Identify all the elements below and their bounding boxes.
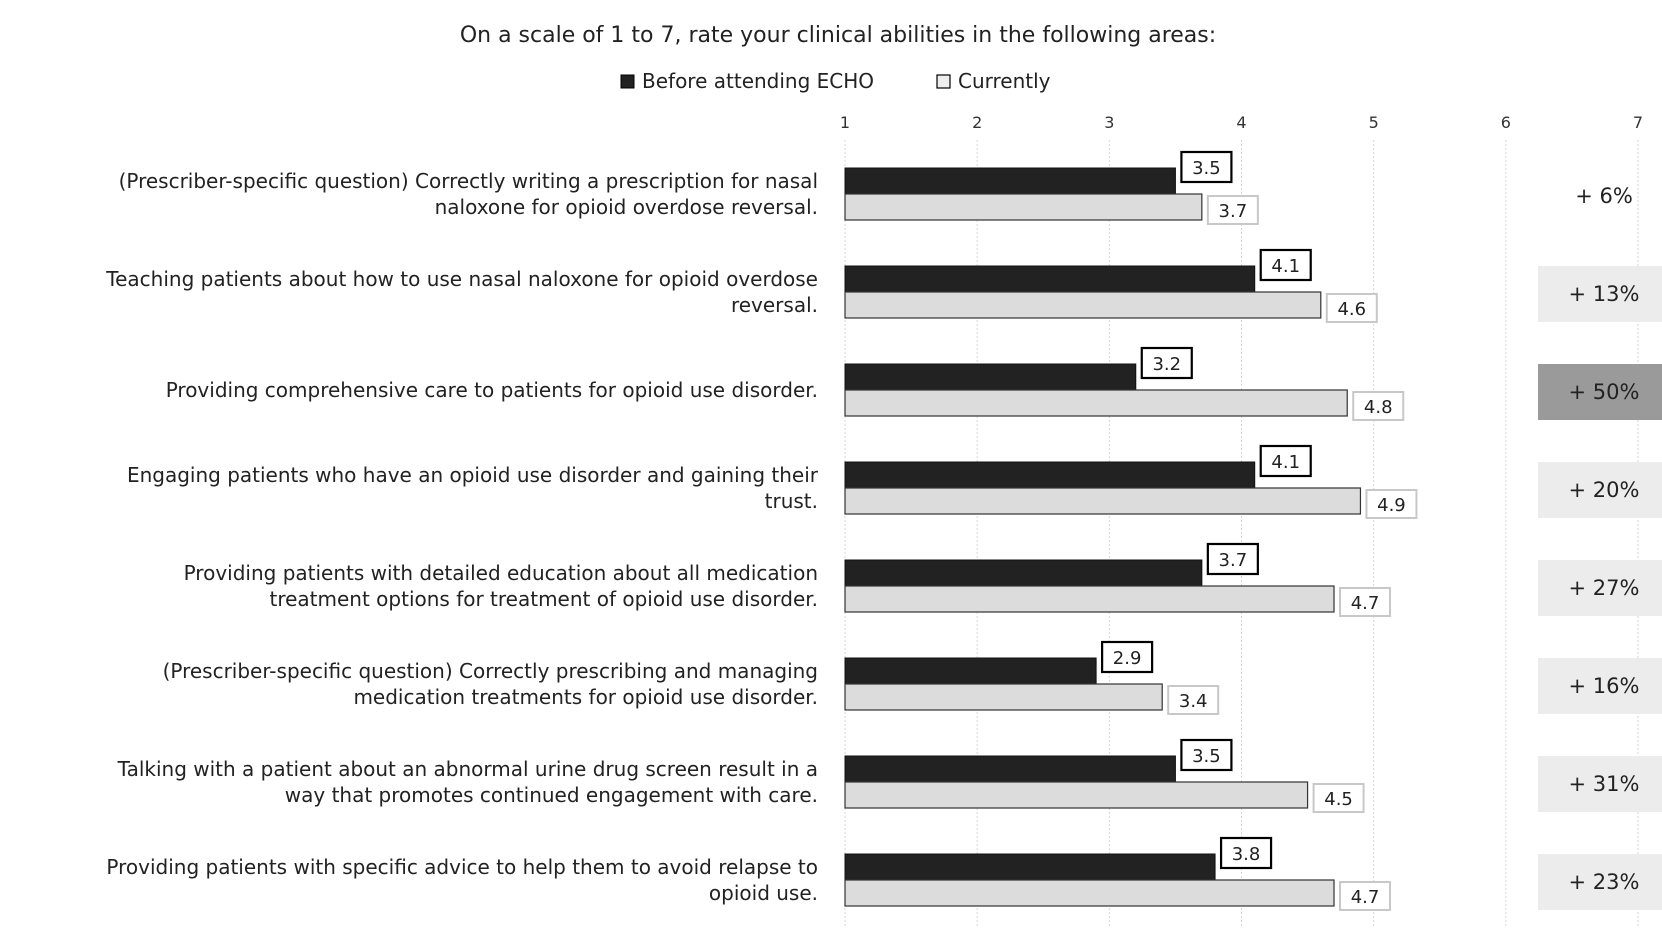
percent-change-box: [1538, 854, 1662, 910]
percent-change-label: + 20%: [1569, 478, 1640, 502]
data-label-currently: 3.4: [1179, 691, 1208, 712]
category-label: naloxone for opioid overdose reversal.: [435, 195, 818, 219]
bar-currently: [844, 683, 1163, 711]
percent-change-column: + 6% + 13% + 50% + 20% + 27% + 16% + 31% + 23%: [1538, 184, 1662, 910]
data-label-currently: 4.7: [1351, 887, 1380, 908]
category-label: (Prescriber-specific question) Correctly…: [119, 169, 818, 193]
gridlines: [844, 140, 1639, 928]
bar-before-echo: [844, 265, 1256, 293]
data-label-box-currently: [1167, 685, 1220, 715]
data-label-currently: 4.8: [1364, 397, 1393, 418]
data-label-box-currently: [1352, 391, 1405, 421]
data-label-before: 3.5: [1192, 746, 1221, 767]
legend-swatch-before: [620, 74, 635, 89]
x-tick-label-4: 4: [1236, 113, 1246, 132]
bar-before-echo: [844, 657, 1097, 685]
category-label: reversal.: [731, 293, 818, 317]
bars: 3.5 3.7 4.1 4.6 3.2 4.8 4.1 4.9 3.7 4.7 2.9 3.4 3.5 4…: [844, 150, 1418, 911]
data-label-box-before: [1180, 738, 1233, 772]
data-label-box-currently: [1312, 783, 1365, 813]
data-label-currently: 4.5: [1324, 789, 1353, 810]
data-label-box-currently: [1206, 195, 1259, 225]
category-label: Engaging patients who have an opioid use…: [127, 463, 819, 487]
data-label-box-before: [1259, 444, 1312, 478]
bar-before-echo: [844, 559, 1203, 587]
legend-label-before: Before attending ECHO: [642, 69, 874, 93]
percent-change-box: [1538, 756, 1662, 812]
percent-change-box: [1538, 658, 1662, 714]
bar-before-echo: [844, 755, 1176, 783]
data-label-before: 3.7: [1219, 550, 1248, 571]
category-label: opioid use.: [709, 881, 818, 905]
bar-currently: [844, 585, 1335, 613]
data-label-before: 3.8: [1232, 844, 1261, 865]
x-tick-label-3: 3: [1104, 113, 1114, 132]
bar-before-echo: [844, 363, 1137, 391]
category-label: way that promotes continued engagement w…: [285, 783, 818, 807]
percent-change-box: [1538, 560, 1662, 616]
category-label: Providing comprehensive care to patients…: [166, 378, 818, 402]
data-label-box-currently: [1339, 587, 1392, 617]
bar-currently: [844, 291, 1322, 319]
bar-before-echo: [844, 167, 1176, 195]
data-label-box-before: [1140, 346, 1193, 380]
category-label: Providing patients with detailed educati…: [184, 561, 818, 585]
percent-change-box: [1538, 462, 1662, 518]
data-label-box-currently: [1325, 293, 1378, 323]
x-tick-label-5: 5: [1369, 113, 1379, 132]
data-label-before: 2.9: [1113, 648, 1142, 669]
category-label: trust.: [765, 489, 818, 513]
bar-currently: [844, 193, 1203, 221]
percent-change-label: + 23%: [1569, 870, 1640, 894]
data-label-currently: 4.6: [1337, 299, 1366, 320]
percent-change-label: + 27%: [1569, 576, 1640, 600]
x-tick-label-6: 6: [1501, 113, 1511, 132]
legend: Before attending ECHO Currently: [620, 69, 1051, 93]
percent-change-box: [1538, 364, 1662, 420]
data-label-box-before: [1259, 248, 1312, 282]
data-label-box-before: [1101, 640, 1154, 674]
bar-before-echo: [844, 461, 1256, 489]
bar-currently: [844, 389, 1348, 417]
category-label: treatment options for treatment of opioi…: [269, 587, 818, 611]
data-label-box-before: [1206, 542, 1259, 576]
percent-change-box: [1538, 266, 1662, 322]
data-label-currently: 4.7: [1351, 593, 1380, 614]
category-label: Teaching patients about how to use nasal…: [105, 267, 818, 291]
data-label-currently: 3.7: [1219, 201, 1248, 222]
x-axis-ticks: 1 2 3 4 5 6 7: [840, 113, 1643, 132]
category-label: (Prescriber-specific question) Correctly…: [163, 659, 818, 683]
legend-swatch-currently: [936, 74, 951, 89]
category-label: Providing patients with specific advice …: [106, 855, 818, 879]
category-label: medication treatments for opioid use dis…: [353, 685, 818, 709]
data-label-box-currently: [1365, 489, 1418, 519]
percent-change-label: + 16%: [1569, 674, 1640, 698]
data-label-before: 4.1: [1271, 256, 1300, 277]
x-tick-label-1: 1: [840, 113, 850, 132]
data-label-currently: 4.9: [1377, 495, 1406, 516]
category-label: Talking with a patient about an abnormal…: [117, 757, 818, 781]
data-label-before: 4.1: [1271, 452, 1300, 473]
bar-currently: [844, 781, 1309, 809]
percent-change-label: + 50%: [1569, 380, 1640, 404]
bar-currently: [844, 879, 1335, 907]
data-label-box-before: [1219, 836, 1273, 870]
percent-change-label: + 31%: [1569, 772, 1640, 796]
bar-before-echo: [844, 853, 1216, 881]
category-labels: (Prescriber-specific question) Correctly…: [105, 169, 818, 905]
data-label-box-currently: [1339, 881, 1392, 911]
data-label-before: 3.5: [1192, 158, 1221, 179]
percent-change-label: + 13%: [1569, 282, 1640, 306]
percent-change-label: + 6%: [1575, 184, 1633, 208]
chart-title: On a scale of 1 to 7, rate your clinical…: [460, 23, 1216, 48]
x-tick-label-2: 2: [972, 113, 982, 132]
legend-label-currently: Currently: [958, 69, 1051, 93]
data-label-before: 3.2: [1152, 354, 1181, 375]
x-tick-label-7: 7: [1633, 113, 1643, 132]
bar-currently: [844, 487, 1362, 515]
data-label-box-before: [1180, 150, 1233, 184]
